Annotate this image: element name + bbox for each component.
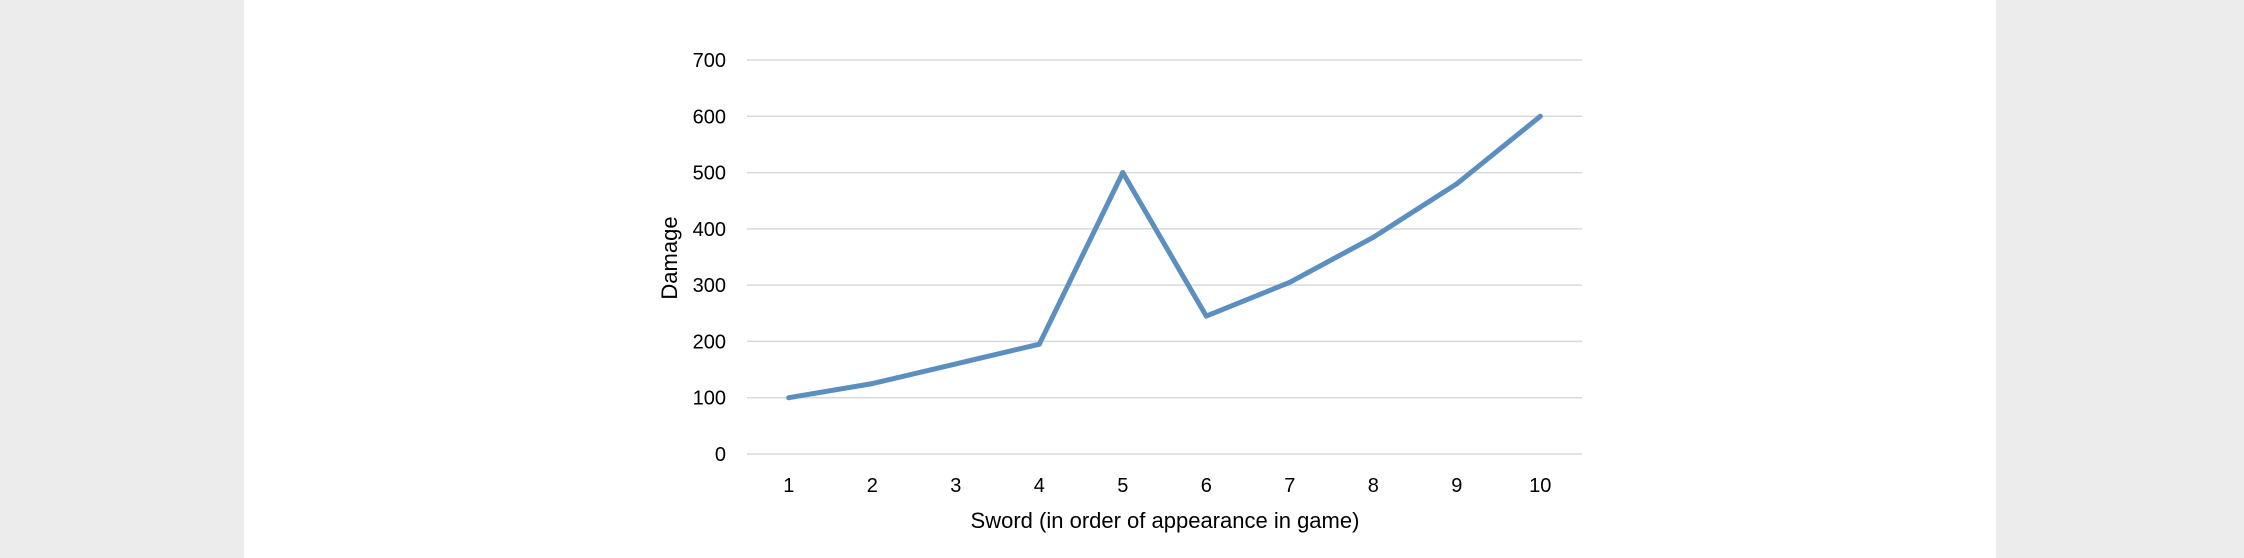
- x-tick-label: 4: [1034, 475, 1045, 497]
- x-tick-label: 10: [1529, 475, 1551, 497]
- y-tick-label: 700: [693, 50, 726, 72]
- data-point: [1120, 170, 1126, 176]
- y-tick-label: 300: [693, 275, 726, 297]
- x-tick-label: 3: [950, 475, 961, 497]
- y-tick-label: 500: [693, 163, 726, 185]
- data-point: [869, 381, 875, 387]
- x-tick-label: 1: [783, 475, 794, 497]
- data-point: [786, 395, 792, 401]
- y-tick-label: 200: [693, 331, 726, 353]
- y-tick-label: 0: [715, 444, 726, 466]
- data-point: [1370, 234, 1376, 240]
- data-point: [1036, 341, 1042, 347]
- y-tick-label: 600: [693, 106, 726, 128]
- series-line: [786, 113, 1543, 401]
- x-tick-label: 5: [1117, 475, 1128, 497]
- x-axis-ticks: 1 2 3 4 5 6 7 8 9 10: [783, 475, 1551, 497]
- y-tick-label: 100: [693, 388, 726, 410]
- x-tick-label: 7: [1284, 475, 1295, 497]
- y-axis-title: Damage: [657, 216, 682, 299]
- x-tick-label: 2: [867, 475, 878, 497]
- data-point: [1537, 113, 1543, 119]
- x-tick-label: 8: [1368, 475, 1379, 497]
- document-page: [244, 0, 1996, 558]
- series-layer: [786, 113, 1543, 401]
- x-tick-label: 9: [1451, 475, 1462, 497]
- gridlines: [747, 59, 1582, 455]
- data-point: [953, 361, 959, 367]
- data-point: [1203, 313, 1209, 319]
- y-axis-ticks: 0 100 200 300 400 500 600 700: [693, 50, 726, 466]
- data-point: [1287, 279, 1293, 285]
- y-tick-label: 400: [693, 219, 726, 241]
- x-tick-label: 6: [1201, 475, 1212, 497]
- x-axis-title: Sword (in order of appearance in game): [971, 508, 1360, 533]
- data-point: [1454, 181, 1460, 187]
